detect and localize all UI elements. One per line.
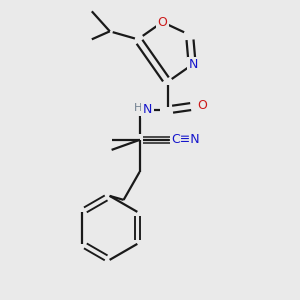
Text: O: O bbox=[158, 16, 167, 28]
Text: H: H bbox=[134, 103, 142, 113]
Text: C≡N: C≡N bbox=[171, 134, 200, 146]
Text: N: N bbox=[188, 58, 198, 71]
Text: N: N bbox=[143, 103, 152, 116]
Text: O: O bbox=[198, 99, 208, 112]
